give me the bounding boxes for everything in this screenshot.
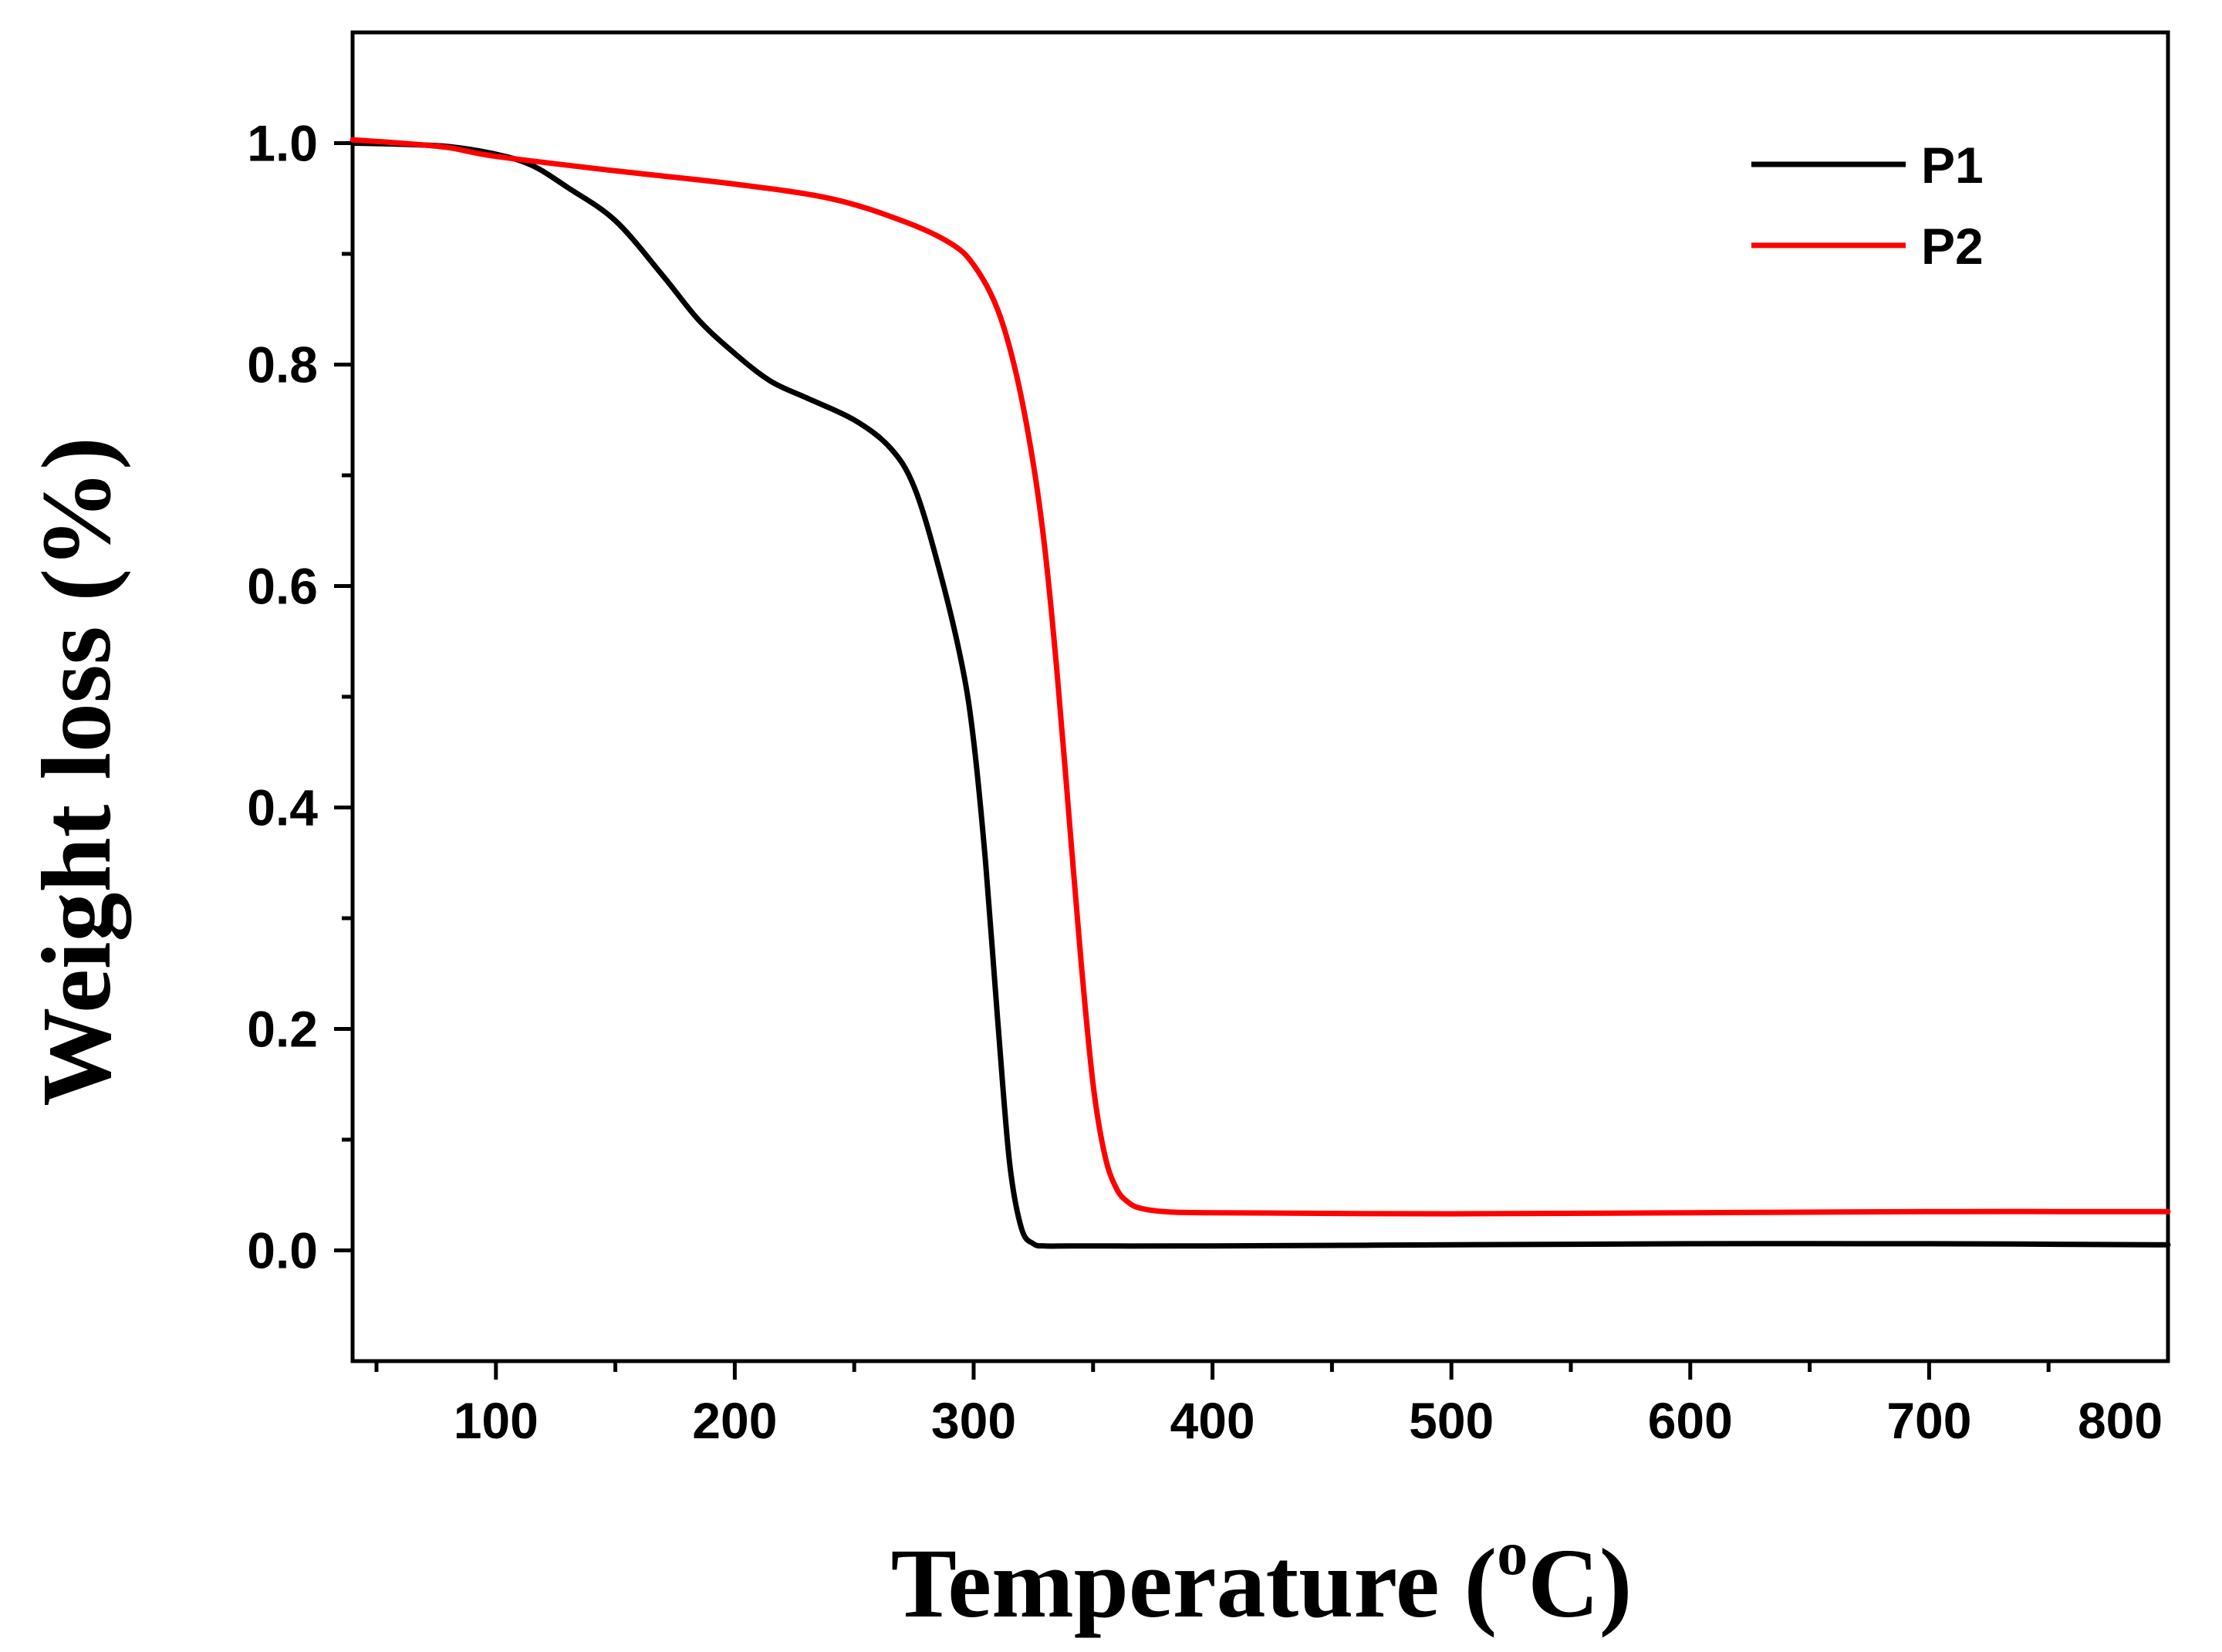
x-tick-label: 800 <box>2078 1392 2163 1449</box>
y-tick-label: 0.6 <box>247 558 318 615</box>
y-axis-ticks: 0.0 0.2 0.4 0.6 0.8 1.0 <box>247 115 353 1279</box>
y-tick-label: 0.2 <box>247 1001 318 1058</box>
y-tick-label: 0.4 <box>247 779 318 836</box>
y-tick-label: 0.8 <box>247 336 318 394</box>
legend: P1 P2 <box>1751 137 1984 275</box>
x-tick-label: 100 <box>454 1392 539 1449</box>
y-axis-title: Weight loss (%) <box>22 437 131 1106</box>
series-layer <box>350 137 2171 1249</box>
x-axis-title: Temperature (oC) <box>891 1520 1633 1638</box>
series-line-p1 <box>350 140 2171 1249</box>
series-line-p2 <box>350 137 2171 1217</box>
x-tick-label: 400 <box>1170 1392 1255 1449</box>
x-tick-label: 500 <box>1409 1392 1494 1449</box>
y-tick-label: 1.0 <box>247 115 318 172</box>
x-axis-ticks: 100 200 300 400 500 600 700 800 <box>374 1361 2163 1449</box>
legend-label-p2: P2 <box>1921 218 1984 275</box>
x-tick-label: 200 <box>692 1392 777 1449</box>
x-tick-label: 700 <box>1886 1392 1971 1449</box>
x-tick-label: 600 <box>1648 1392 1733 1449</box>
y-tick-label: 0.0 <box>247 1222 318 1279</box>
x-tick-label: 300 <box>931 1392 1016 1449</box>
legend-label-p1: P1 <box>1921 137 1984 194</box>
